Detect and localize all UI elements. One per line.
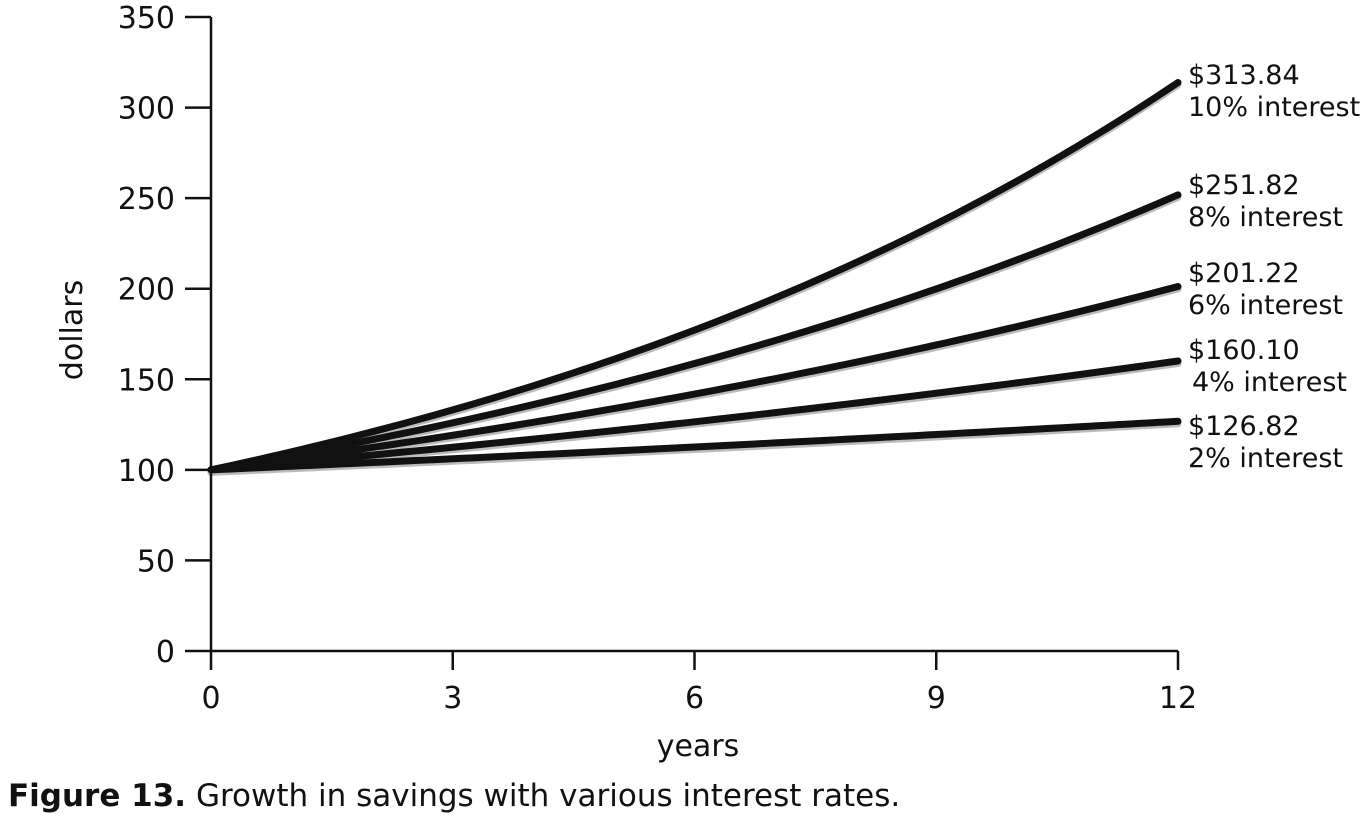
series-line-shadow xyxy=(207,81,1182,476)
x-tick-label: 0 xyxy=(201,681,220,716)
series-line-3 xyxy=(207,283,1182,474)
end-label-value: $313.84 xyxy=(1188,60,1300,91)
axes: 0 50 100 150 200 250 300 350 0 3 6 9 12 xyxy=(118,1,1197,716)
figure-number: Figure 13. xyxy=(8,778,187,814)
end-label-name: 2% interest xyxy=(1188,443,1343,474)
end-label-name: 10% interest xyxy=(1188,92,1360,123)
x-tick-label: 9 xyxy=(927,681,946,716)
y-tick-label: 300 xyxy=(118,92,175,127)
end-label-value: $251.82 xyxy=(1188,170,1300,201)
y-tick-label: 150 xyxy=(118,363,175,398)
series-line-5 xyxy=(207,417,1182,474)
x-axis-title: years xyxy=(657,729,740,764)
end-label-value: $126.82 xyxy=(1188,411,1300,442)
end-label-name: 8% interest xyxy=(1188,202,1343,233)
y-tick-label: 100 xyxy=(118,454,175,489)
y-tick-label: 200 xyxy=(118,273,175,308)
x-tick-label: 3 xyxy=(443,681,462,716)
y-tick-label: 50 xyxy=(137,544,175,579)
series-line-2 xyxy=(207,191,1182,474)
x-tick-label: 12 xyxy=(1159,681,1197,716)
series-line-1 xyxy=(207,79,1182,474)
end-label-name: 4% interest xyxy=(1192,367,1347,398)
y-tick-label: 350 xyxy=(118,1,175,36)
figure-caption: Figure 13. Growth in savings with variou… xyxy=(8,778,900,814)
end-label-value: $160.10 xyxy=(1188,335,1300,366)
y-tick-label: 250 xyxy=(118,182,175,217)
end-label-value: $201.22 xyxy=(1188,258,1300,289)
y-axis-title: dollars xyxy=(55,280,90,380)
series-line-4 xyxy=(207,357,1182,474)
caption-text: Growth in savings with various interest … xyxy=(186,778,901,814)
series-lines xyxy=(207,79,1182,476)
y-tick-label: 0 xyxy=(156,635,175,670)
x-tick-label: 6 xyxy=(685,681,704,716)
end-label-name: 6% interest xyxy=(1188,290,1343,321)
